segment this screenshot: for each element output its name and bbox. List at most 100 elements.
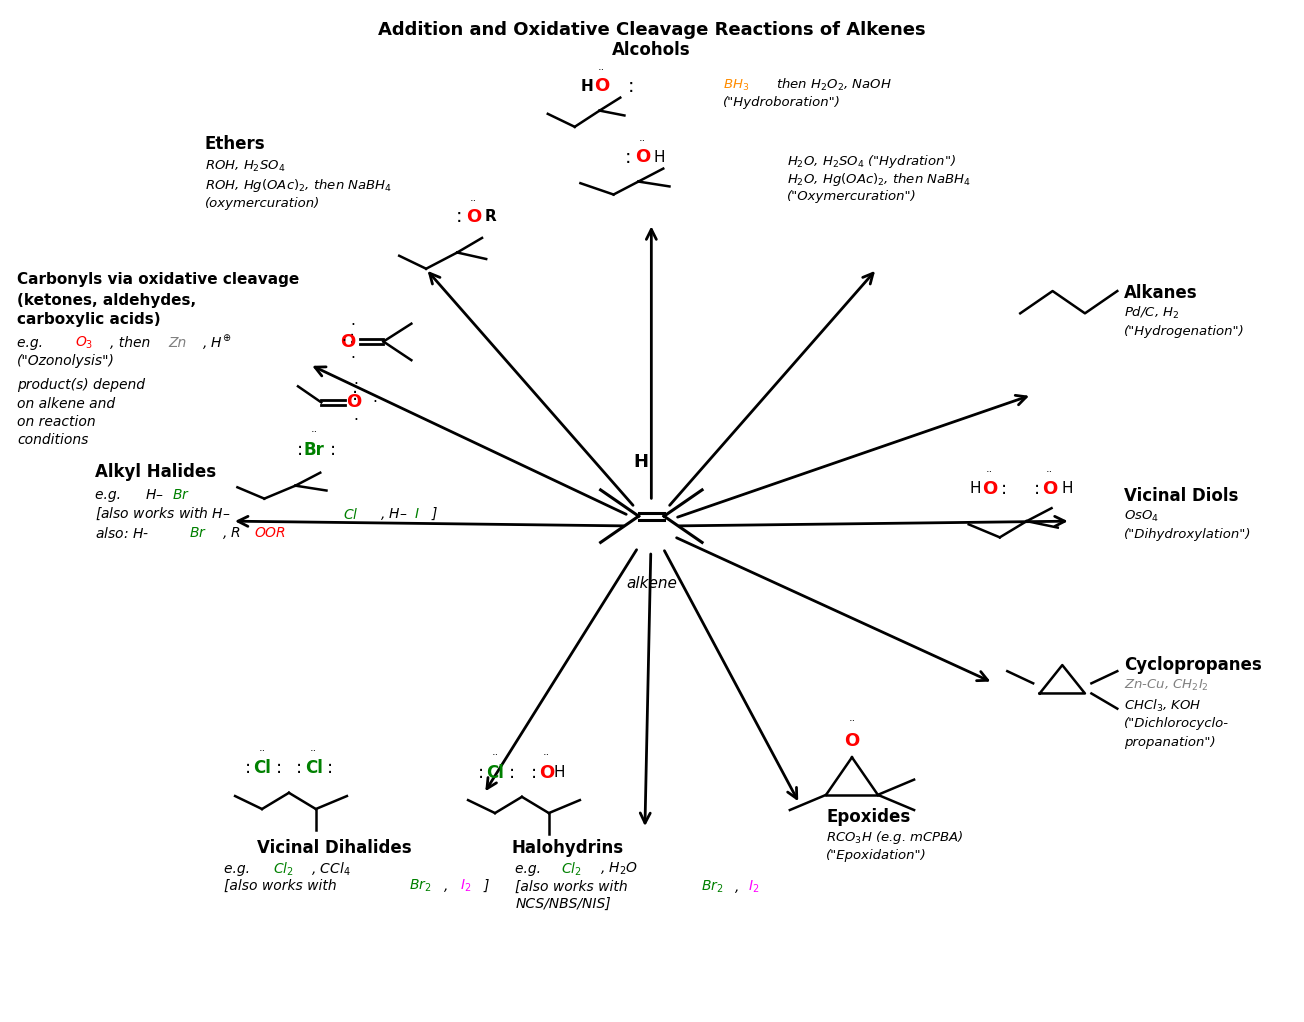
Text: O: O — [982, 479, 998, 498]
Text: , $H$–: , $H$– — [379, 506, 407, 522]
Text: ,: , — [735, 880, 745, 894]
Text: Carbonyls via oxidative cleavage: Carbonyls via oxidative cleavage — [17, 273, 300, 287]
Text: $H_2O$, $H_2SO_4$ ("Hydration"): $H_2O$, $H_2SO_4$ ("Hydration") — [788, 152, 956, 170]
Text: ·: · — [351, 351, 356, 366]
Text: $Cl_2$: $Cl_2$ — [274, 861, 295, 878]
Text: O: O — [635, 148, 651, 167]
Text: H: H — [653, 150, 665, 165]
Text: on alkene and: on alkene and — [17, 397, 115, 411]
Text: Cl: Cl — [305, 759, 322, 778]
Text: :: : — [296, 440, 303, 459]
Text: $O_3$: $O_3$ — [76, 334, 94, 351]
Text: $H_2O$, $Hg(OAc)_2$, then $NaBH_4$: $H_2O$, $Hg(OAc)_2$, then $NaBH_4$ — [788, 171, 971, 188]
Text: :: : — [352, 386, 357, 405]
Text: $ROH$, $Hg(OAc)_2$, then $NaBH_4$: $ROH$, $Hg(OAc)_2$, then $NaBH_4$ — [205, 177, 393, 194]
Text: e.g.: e.g. — [515, 862, 546, 876]
Text: Ethers: Ethers — [205, 135, 266, 153]
Text: ··: ·· — [258, 746, 266, 755]
Text: Alkyl Halides: Alkyl Halides — [95, 464, 216, 481]
Text: $Br$: $Br$ — [189, 526, 207, 541]
Text: Alkanes: Alkanes — [1124, 284, 1197, 303]
Text: Zn-Cu, $CH_2I_2$: Zn-Cu, $CH_2I_2$ — [1124, 678, 1209, 693]
Text: ··: ·· — [310, 427, 318, 437]
Text: :: : — [456, 207, 463, 226]
Text: Cl: Cl — [486, 763, 503, 782]
Text: $Br$: $Br$ — [172, 487, 190, 502]
Text: Vicinal Diols: Vicinal Diols — [1124, 486, 1239, 505]
Text: [also works with: [also works with — [224, 879, 342, 893]
Text: carboxylic acids): carboxylic acids) — [17, 312, 160, 327]
Text: :: : — [627, 77, 634, 96]
Text: propanation"): propanation") — [1124, 736, 1215, 749]
Text: ("Hydroboration"): ("Hydroboration") — [722, 96, 840, 109]
Text: O: O — [466, 207, 481, 226]
Text: $Br_2$: $Br_2$ — [409, 878, 432, 894]
Text: , then: , then — [111, 336, 155, 350]
Text: $RCO_3H$ (e.g. mCPBA): $RCO_3H$ (e.g. mCPBA) — [825, 829, 964, 846]
Text: ··: ·· — [986, 467, 994, 477]
Text: also: $H$-: also: $H$- — [95, 525, 149, 541]
Text: ··: ·· — [1046, 467, 1054, 477]
Text: H: H — [970, 481, 981, 497]
Text: ··: ·· — [599, 65, 605, 75]
Text: R: R — [485, 210, 497, 225]
Text: Halohydrins: Halohydrins — [511, 838, 623, 856]
Text: O: O — [346, 393, 361, 412]
Text: ("Epoxidation"): ("Epoxidation") — [825, 849, 927, 863]
Text: $H$–: $H$– — [145, 487, 164, 502]
Text: , $H_2O$: , $H_2O$ — [600, 861, 638, 877]
Text: ("Oxymercuration"): ("Oxymercuration") — [788, 190, 917, 203]
Text: [also works with: [also works with — [515, 880, 632, 894]
Text: :: : — [509, 763, 515, 782]
Text: NCS/NBS/NIS]: NCS/NBS/NIS] — [515, 897, 612, 912]
Text: ·: · — [353, 414, 359, 428]
Text: :: : — [327, 759, 334, 778]
Text: Zn: Zn — [168, 336, 186, 350]
Text: $OOR$: $OOR$ — [254, 526, 286, 541]
Text: on reaction: on reaction — [17, 415, 95, 429]
Text: , $R$: , $R$ — [222, 525, 241, 542]
Text: :: : — [296, 759, 303, 778]
Text: e.g.: e.g. — [17, 336, 47, 350]
Text: $I_2$: $I_2$ — [748, 879, 760, 895]
Text: ·: · — [373, 394, 377, 410]
Text: ]: ] — [432, 507, 437, 521]
Text: Br: Br — [304, 440, 325, 459]
Text: $Br_2$: $Br_2$ — [700, 879, 722, 895]
Text: :: : — [1034, 479, 1041, 498]
Text: ··: ·· — [544, 750, 550, 759]
Text: conditions: conditions — [17, 433, 89, 447]
Text: alkene: alkene — [626, 576, 677, 591]
Text: (oxymercuration): (oxymercuration) — [205, 197, 319, 211]
Text: O: O — [595, 78, 609, 95]
Text: product(s) depend: product(s) depend — [17, 378, 145, 392]
Text: :: : — [477, 763, 484, 782]
Text: e.g.: e.g. — [224, 862, 254, 876]
Text: ("Ozonolysis"): ("Ozonolysis") — [17, 354, 115, 368]
Text: ·: · — [353, 377, 359, 392]
Text: :: : — [1001, 479, 1007, 498]
Text: [also works with $H$–: [also works with $H$– — [95, 506, 231, 522]
Text: then $H_2O_2$, NaOH: then $H_2O_2$, NaOH — [772, 78, 892, 93]
Text: ("Dichlorocyclo-: ("Dichlorocyclo- — [1124, 717, 1228, 731]
Text: O: O — [539, 763, 554, 782]
Text: Cl: Cl — [253, 759, 271, 778]
Text: ··: ·· — [310, 746, 317, 755]
Text: :: : — [330, 440, 335, 459]
Text: O: O — [340, 332, 356, 351]
Text: ·: · — [351, 318, 356, 333]
Text: :: : — [625, 148, 631, 167]
Text: , $CCl_4$: , $CCl_4$ — [310, 861, 351, 878]
Text: O: O — [1042, 479, 1058, 498]
Text: H: H — [1061, 481, 1073, 497]
Text: ,: , — [445, 879, 452, 893]
Text: Vicinal Dihalides: Vicinal Dihalides — [257, 838, 412, 856]
Text: ··: ·· — [492, 750, 498, 759]
Text: $CHCl_3$, KOH: $CHCl_3$, KOH — [1124, 698, 1201, 713]
Text: :: : — [349, 329, 356, 347]
Text: ]: ] — [482, 879, 489, 893]
Text: $BH_3$: $BH_3$ — [722, 78, 748, 93]
Text: ··: ·· — [471, 195, 477, 205]
Text: :: : — [531, 763, 537, 782]
Text: (ketones, aldehydes,: (ketones, aldehydes, — [17, 292, 196, 308]
